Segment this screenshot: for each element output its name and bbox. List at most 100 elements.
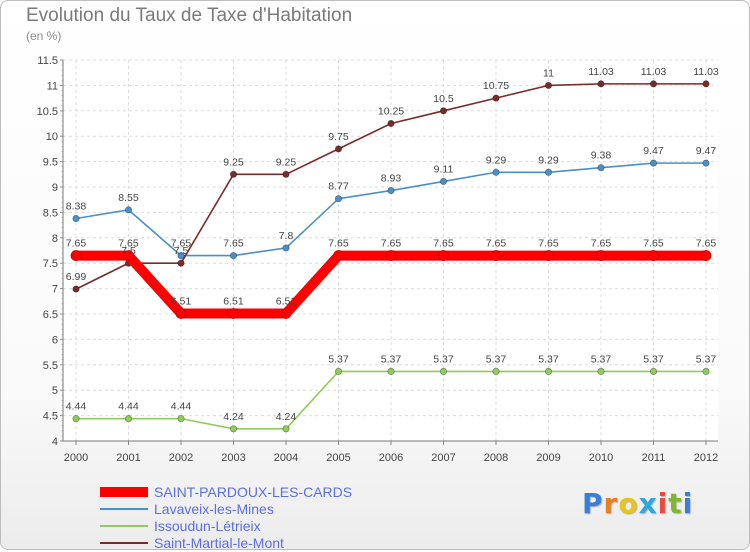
y-tick-label: 6 [52,334,58,346]
legend-swatch-issoudun [100,525,148,527]
series-2-data-label: 5.37 [538,353,559,365]
series-0-point [333,250,344,261]
x-tick-label: 2008 [484,452,508,464]
y-tick-label: 4.5 [43,411,58,423]
series-1-point [597,164,605,172]
series-1-data-label: 9.38 [591,150,612,162]
y-tick-label: 11 [47,80,58,92]
x-tick-label: 2009 [536,452,560,464]
series-0-point [595,250,607,261]
series-3-point [492,94,500,102]
y-tick-label: 10.5 [37,106,58,118]
series-0-point [70,250,82,261]
y-tick-label: 11.5 [37,55,58,67]
series-3-data-label: 9.25 [276,156,297,168]
series-2-point [72,415,80,423]
series-3-data-label: 6.99 [66,271,87,283]
series-2-data-label: 5.37 [381,353,402,365]
series-1-point [439,177,448,186]
series-0-data-label: 6.51 [276,295,297,307]
series-0-data-label: 6.51 [171,295,192,307]
proxiti-logo-letter: x [638,487,658,520]
series-0-point [648,250,659,261]
series-0-point [280,308,292,319]
series-0-point [228,308,239,319]
series-0-data-label: 6.51 [223,295,244,307]
x-tick-label: 2001 [116,452,140,464]
series-3-point [544,81,553,90]
proxiti-logo-letter: P [582,487,604,520]
y-tick-label: 10 [46,131,58,143]
series-3-data-label: 9.25 [223,156,244,168]
series-1-point [72,214,80,223]
series-3-point [439,107,448,115]
series-3-point [177,259,185,267]
legend-swatch-saint-pardoux [100,487,148,497]
series-0-data-label: 7.65 [696,238,717,250]
series-2-data-label: 5.37 [433,353,454,365]
series-2-data-label: 4.44 [171,401,192,413]
series-2-data-label: 4.44 [118,401,139,413]
series-1-point [124,206,133,214]
x-tick-label: 2005 [326,452,350,464]
series-2-point [282,425,290,433]
series-0-point [490,250,502,261]
proxiti-logo-letter: t [668,487,683,520]
series-3-point [649,80,658,88]
y-tick-label: 4 [52,436,58,448]
series-3-point [282,170,290,178]
series-2-data-label: 4.24 [223,411,244,423]
series-3-point [387,119,395,128]
series-3-data-label: 10.25 [378,106,404,118]
series-2-point [649,367,658,376]
legend-label-saint-pardoux: SAINT-PARDOUX-LES-CARDS [154,484,353,500]
series-1-data-label: 9.11 [434,163,454,175]
series-0-point [123,250,134,261]
legend-label-saint-martial: Saint-Martial-le-Mont [154,535,284,551]
series-2-data-label: 4.44 [66,401,87,413]
series-1-data-label: 9.29 [538,154,559,166]
series-1-point [702,159,710,167]
series-0-data-label: 7.65 [328,238,349,250]
series-3-point [72,285,80,293]
series-3-point [334,145,343,153]
series-1-data-label: 8.55 [118,192,139,204]
series-2-point [387,367,395,376]
series-0-data-label: 7.65 [538,238,559,250]
series-1-point [544,168,553,176]
series-2-point [702,367,710,376]
series-0-data-label: 7.65 [486,238,507,250]
series-3-point [702,80,710,88]
chart-title: Evolution du Taux de Taxe d'Habitation [26,5,353,26]
x-tick-label: 2007 [431,452,455,464]
series-2-data-label: 5.37 [591,353,612,365]
legend-label-lavaveix: Lavaveix-les-Mines [154,501,274,517]
series-3-point [229,170,238,178]
series-0-data-label: 7.65 [643,238,664,250]
series-1-data-label: 7.65 [171,238,192,250]
y-tick-label: 5.5 [43,360,58,372]
series-2-point [439,367,448,376]
series-1-point [282,244,290,252]
y-tick-label: 5 [52,385,58,397]
proxiti-logo-letter: r [603,487,619,520]
series-2-data-label: 5.37 [486,353,507,365]
series-2-point [597,367,605,376]
x-tick-label: 2004 [274,452,298,464]
series-1-data-label: 9.47 [696,145,717,157]
series-3-data-label: 9.75 [328,131,349,143]
series-1-point [334,195,343,203]
series-0-point [438,250,449,261]
series-0-data-label: 7.65 [433,238,454,250]
y-tick-label: 8 [52,233,58,245]
series-0-point [700,250,712,261]
series-1-data-label: 9.47 [643,145,664,157]
series-1-data-label: 7.65 [223,238,244,250]
proxiti-logo: Proxiti [582,487,693,520]
x-tick-label: 2011 [642,452,666,464]
series-1-data-label: 9.29 [486,154,507,166]
series-1-data-label: 8.93 [381,173,402,185]
proxiti-logo-letter: i [682,487,694,520]
x-tick-label: 2002 [169,452,193,464]
series-2-data-label: 5.37 [696,353,717,365]
